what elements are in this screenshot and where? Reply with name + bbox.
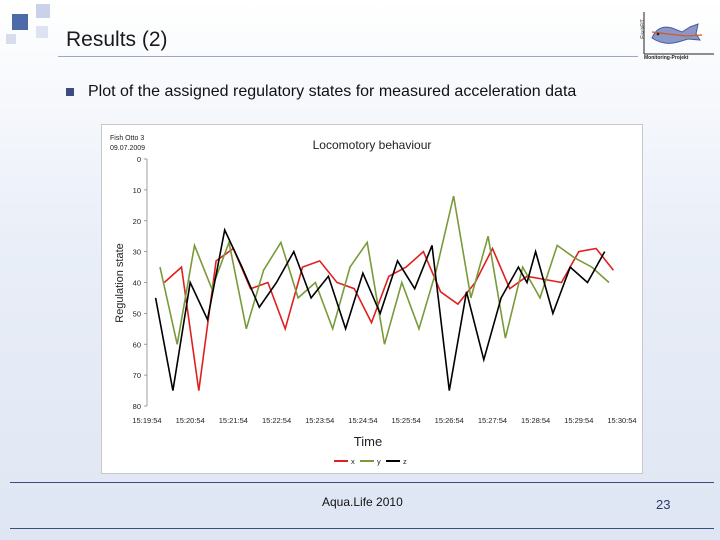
- chart-svg: Fish Otto 3 09.07.2009 Locomotory behavi…: [110, 135, 637, 466]
- series-line-z: [154, 227, 606, 391]
- chart-panel: Fish Otto 3 09.07.2009 Locomotory behavi…: [101, 124, 643, 474]
- title-divider: [58, 56, 638, 57]
- y-tick-label: 10: [133, 186, 141, 195]
- legend-label-z: z: [403, 457, 407, 466]
- x-tick-label: 15:21:54: [219, 416, 248, 425]
- logo-vertical-text: FischFIT: [640, 19, 647, 39]
- footer-line-bottom: [10, 528, 714, 529]
- x-tick-label: 15:26:54: [435, 416, 464, 425]
- series-line-x: [163, 246, 615, 391]
- fish-logo-icon: [643, 12, 714, 55]
- y-tick-label: 20: [133, 217, 141, 226]
- x-axis-label: Time: [354, 434, 382, 449]
- series-line-y: [159, 195, 610, 345]
- decor-square: [36, 26, 48, 38]
- x-tick-label: 15:28:54: [521, 416, 550, 425]
- chart-annotation-line-2: 09.07.2009: [110, 145, 145, 152]
- x-tick-label: 15:27:54: [478, 416, 507, 425]
- logo-caption: Monitoring-Projekt: [644, 55, 689, 61]
- decor-square: [36, 4, 50, 18]
- y-tick-label: 80: [133, 402, 141, 411]
- page-number: 23: [656, 497, 671, 512]
- y-tick-label: 40: [133, 279, 141, 288]
- footer-text: Aqua.Life 2010: [322, 495, 403, 509]
- x-tick-label: 15:29:54: [564, 416, 593, 425]
- y-axis-label: Regulation state: [114, 243, 126, 323]
- footer-line-top: [10, 482, 714, 483]
- legend-label-y: y: [377, 457, 381, 466]
- x-tick-label: 15:22:54: [262, 416, 291, 425]
- bullet-text: Plot of the assigned regulatory states f…: [88, 83, 577, 100]
- y-tick-label: 60: [133, 340, 141, 349]
- y-tick-label: 50: [133, 309, 141, 318]
- decor-square: [12, 14, 28, 30]
- chart-annotation-line-1: Fish Otto 3: [110, 135, 144, 142]
- x-tick-label: 15:19:54: [132, 416, 161, 425]
- y-tick-label: 30: [133, 248, 141, 257]
- chart-title: Locomotory behaviour: [313, 138, 432, 152]
- x-tick-label: 15:25:54: [391, 416, 420, 425]
- x-tick-label: 15:23:54: [305, 416, 334, 425]
- decor-square: [6, 34, 16, 44]
- x-tick-label: 15:20:54: [176, 416, 205, 425]
- slide-title: Results (2): [66, 28, 168, 51]
- project-logo: FischFIT Monitoring-Projekt: [638, 10, 716, 64]
- x-tick-label: 15:24:54: [348, 416, 377, 425]
- y-tick-label: 70: [133, 371, 141, 380]
- bullet-square-icon: [66, 88, 74, 96]
- y-tick-label: 0: [137, 155, 141, 164]
- x-tick-label: 15:30:54: [607, 416, 636, 425]
- legend-label-x: x: [351, 457, 355, 466]
